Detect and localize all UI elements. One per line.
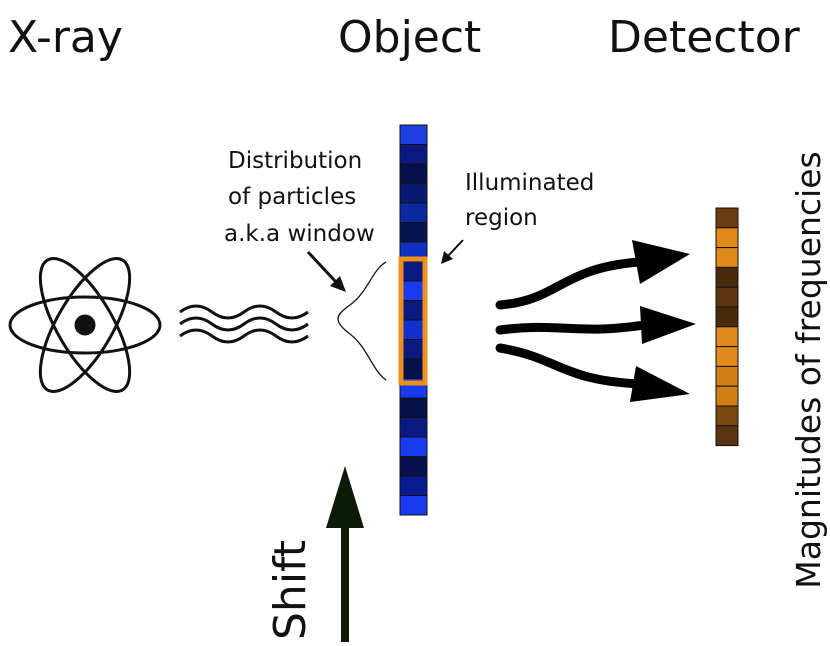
object-cell: [399, 202, 428, 223]
window-label: Distribution of particles a.k.a window: [224, 148, 375, 247]
object-cell: [399, 436, 428, 457]
object-cell: [399, 456, 428, 477]
illuminated-box: [398, 256, 428, 386]
detector-column: [715, 207, 739, 447]
window-line: a.k.a window: [224, 221, 375, 247]
object-cell: [399, 163, 428, 184]
object-cell: [399, 222, 428, 243]
object-cell: [399, 144, 428, 165]
object-cell: [399, 124, 428, 145]
illuminated-label: Illuminated region: [465, 170, 602, 231]
detector-cell: [715, 385, 739, 407]
gaussian-window: [337, 261, 387, 381]
scatter-arrows: [495, 257, 655, 389]
detector-cell: [715, 346, 739, 367]
detector-cell: [715, 326, 739, 348]
detector-cell: [715, 405, 739, 427]
window-line: Distribution: [228, 148, 362, 174]
detector-cell: [715, 365, 739, 387]
window-line: of particles: [228, 184, 356, 210]
detector-cell: [715, 286, 739, 308]
shift-label: Shift: [265, 540, 316, 640]
detector-cell: [715, 266, 739, 288]
detector-cell: [715, 207, 739, 229]
title-detector: Detector: [608, 12, 801, 63]
object-cell: [399, 495, 428, 516]
detector-cell: [715, 306, 739, 328]
detector-axis-label: Magnitudes of frequencies: [789, 151, 828, 588]
object-cell: [399, 475, 428, 496]
title-xray: X-ray: [8, 12, 123, 63]
atom: [8, 257, 162, 393]
xray-waves: [179, 304, 309, 344]
window-arrow: [306, 250, 346, 292]
illuminated-line: Illuminated: [465, 170, 594, 196]
illuminated-line: region: [465, 205, 538, 231]
object-cell: [399, 417, 428, 438]
object-cell: [399, 397, 428, 418]
detector-cell: [715, 247, 739, 268]
object-cell: [399, 183, 428, 204]
shift-arrow: [326, 466, 364, 642]
detector-cell: [715, 425, 739, 447]
object-column: [399, 124, 428, 516]
arrow-heads: [630, 240, 696, 402]
title-object: Object: [338, 12, 481, 63]
detector-cell: [715, 227, 739, 249]
illuminated-arrow: [441, 239, 464, 264]
